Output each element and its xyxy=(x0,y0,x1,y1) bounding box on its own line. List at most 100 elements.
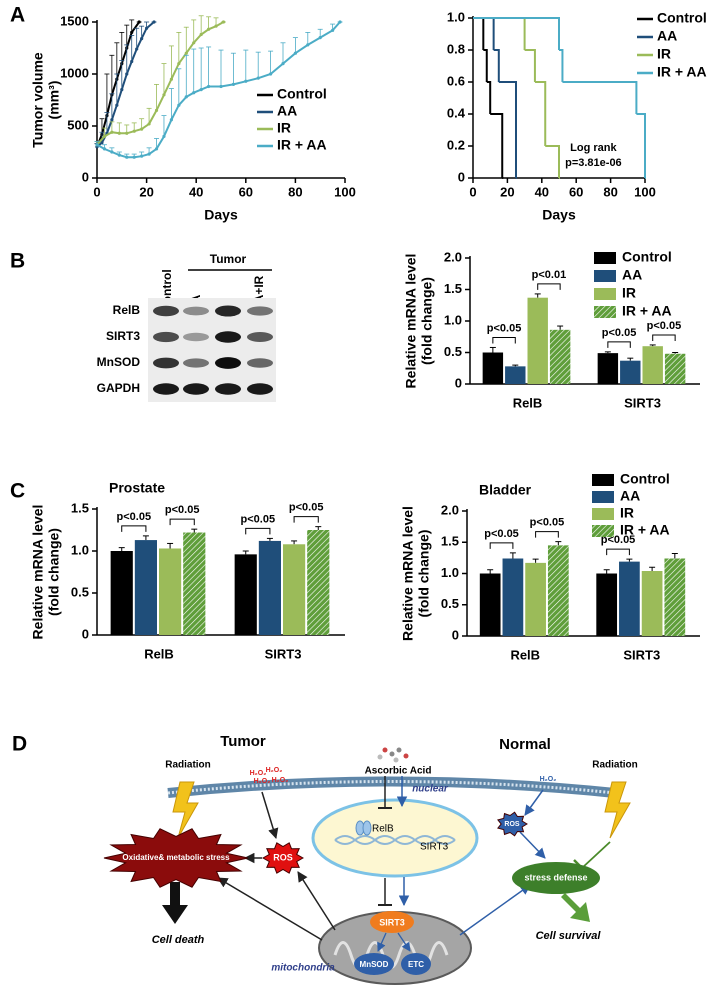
burst xyxy=(497,811,528,837)
etc-node xyxy=(401,953,431,975)
blot-band xyxy=(215,383,241,395)
radiation-label: Radiation xyxy=(592,760,638,771)
y-axis-label: (mm³) xyxy=(46,81,62,120)
legend-label: IR xyxy=(657,46,671,62)
chart: 0 500 1000 1500 0 20 40 60 80 100 Days Tumor volume… xyxy=(30,13,356,222)
point xyxy=(231,82,235,86)
comparison-bracket xyxy=(245,527,271,535)
blot-group-label: Tumor xyxy=(210,252,247,266)
big-arrow xyxy=(162,882,188,924)
dna xyxy=(334,835,456,845)
arrow xyxy=(524,789,544,816)
chart: 0 0.2 0.4 0.6 0.8 1.0 0 20 40 60 80 100 Days Log rank… xyxy=(447,9,707,222)
bar xyxy=(597,353,619,384)
point xyxy=(244,79,248,83)
y-axis-label: (fold change) xyxy=(419,277,435,365)
comparison-bracket xyxy=(492,336,516,344)
chart: 0 0.5 1.0 1.5 2.0 Relative mRNA level (fold ch… xyxy=(400,471,700,662)
y-tick-label: 1.0 xyxy=(441,565,459,580)
point xyxy=(110,130,114,134)
y-tick-label: 1.0 xyxy=(444,312,462,327)
legend-label: IR + AA xyxy=(620,522,670,538)
comparison-label: p<0.05 xyxy=(530,517,565,529)
point xyxy=(207,84,211,89)
point xyxy=(219,84,223,89)
bar xyxy=(183,532,206,635)
burst xyxy=(103,828,249,888)
bar xyxy=(134,540,157,635)
legend-label: AA xyxy=(277,103,297,119)
x-tick-label: RelB xyxy=(510,647,540,662)
blot-band xyxy=(183,383,209,395)
x-tick-label: 0 xyxy=(93,184,100,199)
comparison-label: p<0.05 xyxy=(484,528,519,540)
point xyxy=(177,62,181,66)
blot-band xyxy=(183,332,209,342)
legend-label: Control xyxy=(277,86,327,102)
point xyxy=(199,88,203,92)
blot-band xyxy=(215,305,241,317)
bar xyxy=(110,551,133,635)
sirt3-label: SIRT3 xyxy=(420,842,449,853)
legend-label: IR xyxy=(620,505,634,521)
y-tick-label: 1.5 xyxy=(441,534,459,549)
cell-survival: Cell survival xyxy=(536,930,602,942)
y-tick-label: 0.6 xyxy=(447,73,465,88)
survival-step xyxy=(483,49,488,82)
relb-label: RelB xyxy=(372,824,394,835)
burst xyxy=(261,842,305,874)
stress-defense-label: stress defense xyxy=(524,872,587,882)
legend-swatch xyxy=(592,525,614,537)
atom xyxy=(382,747,388,753)
comparison-label: p<0.05 xyxy=(647,320,682,332)
point xyxy=(145,26,149,30)
x-tick-label: 0 xyxy=(469,184,476,199)
point xyxy=(132,155,136,159)
x-axis-label: Days xyxy=(542,207,576,223)
point xyxy=(117,153,121,157)
y-tick-label: 2.0 xyxy=(441,502,459,517)
y-tick-label: 1500 xyxy=(60,13,89,28)
relb-protein xyxy=(362,820,372,836)
row-label: RelB xyxy=(113,303,141,317)
h2o2: H₂O₂ xyxy=(250,770,267,777)
survival-step xyxy=(490,113,504,178)
point xyxy=(192,91,196,95)
point xyxy=(306,43,310,47)
western-blot: Tumor Control AA IR AA+IR RelB SIRT3 MnS… xyxy=(97,252,276,402)
bar xyxy=(547,545,569,636)
comparison-label: p<0.05 xyxy=(241,513,276,525)
legend-swatch xyxy=(592,474,614,486)
point xyxy=(102,147,107,151)
point xyxy=(130,59,134,64)
y-tick-label: 0.5 xyxy=(71,584,89,599)
bar xyxy=(664,558,686,636)
survival-step xyxy=(636,113,646,178)
y-tick-label: 1.5 xyxy=(444,281,462,296)
legend-label: IR + AA xyxy=(277,137,327,153)
bar xyxy=(641,571,663,636)
comparison-bracket xyxy=(535,531,559,538)
survival-step xyxy=(534,81,547,146)
x-tick-label: 60 xyxy=(239,184,253,199)
molecule-icon xyxy=(377,747,409,763)
diagram-title: Tumor xyxy=(220,733,266,750)
lightning xyxy=(604,781,631,839)
survival-step xyxy=(493,49,500,82)
x-tick-label: SIRT3 xyxy=(265,646,302,661)
ascorbic-acid: Ascorbic Acid xyxy=(365,766,432,777)
point xyxy=(192,41,196,45)
point xyxy=(110,118,114,122)
ros-label: ROS xyxy=(504,821,520,828)
legend-swatch xyxy=(592,491,614,503)
blot-band xyxy=(153,331,179,343)
annotation: p=3.81e-06 xyxy=(565,157,622,169)
y-tick-label: 0 xyxy=(82,626,89,641)
legend-swatch xyxy=(594,288,616,300)
survival-step xyxy=(524,49,536,82)
x-tick-label: RelB xyxy=(144,646,174,661)
point xyxy=(125,155,129,159)
point xyxy=(137,20,141,24)
membrane-detail xyxy=(167,780,616,795)
y-tick-label: 1.5 xyxy=(71,500,89,515)
